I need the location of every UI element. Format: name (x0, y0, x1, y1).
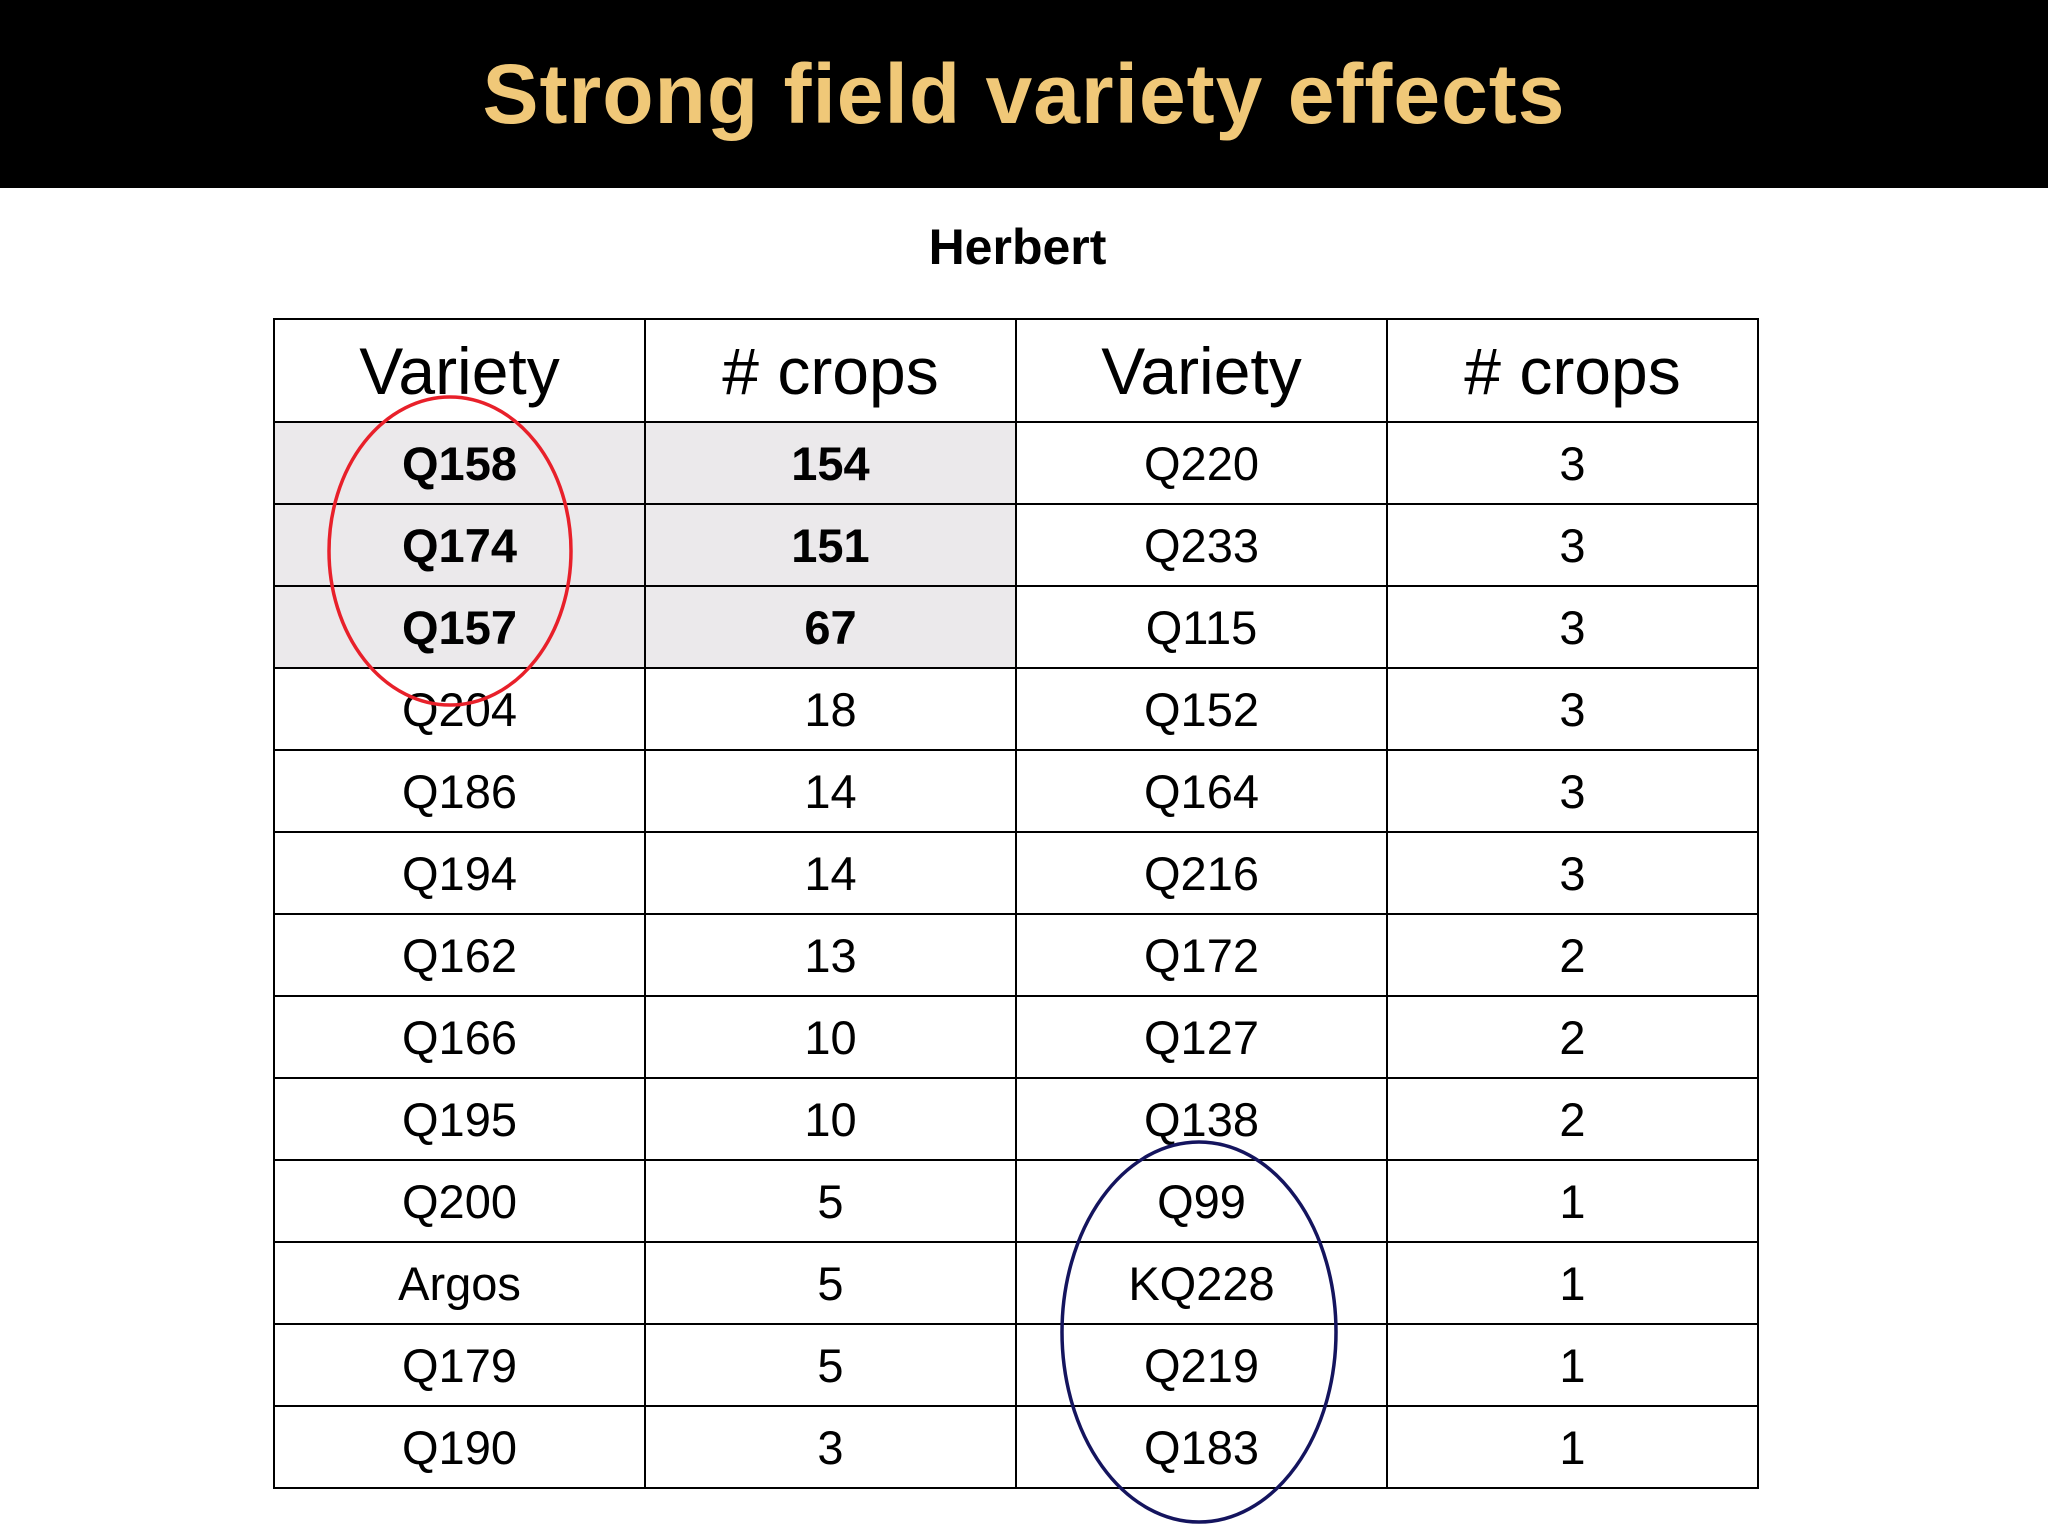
header-crops-2: # crops (1386, 318, 1759, 423)
variety-cell: KQ228 (1015, 1241, 1388, 1325)
crops-cell: 2 (1386, 913, 1759, 997)
variety-cell: Q115 (1015, 585, 1388, 669)
title-bar: Strong field variety effects (0, 0, 2048, 188)
variety-cell: Q186 (273, 749, 646, 833)
crops-cell: 151 (644, 503, 1017, 587)
variety-cell: Q164 (1015, 749, 1388, 833)
crops-cell: 1 (1386, 1405, 1759, 1489)
variety-cell: Q219 (1015, 1323, 1388, 1407)
table-row: Argos 5 KQ228 1 (273, 1241, 1759, 1325)
table-row: Q194 14 Q216 3 (273, 831, 1759, 915)
variety-cell: Q166 (273, 995, 646, 1079)
header-row: Variety # crops Variety # crops (273, 318, 1759, 423)
crops-cell: 2 (1386, 1077, 1759, 1161)
table-row: Q174 151 Q233 3 (273, 503, 1759, 587)
crops-cell: 67 (644, 585, 1017, 669)
variety-cell: Q158 (273, 421, 646, 505)
table-row: Q179 5 Q219 1 (273, 1323, 1759, 1407)
variety-cell: Q152 (1015, 667, 1388, 751)
variety-cell: Q233 (1015, 503, 1388, 587)
variety-cell: Q138 (1015, 1077, 1388, 1161)
crops-cell: 1 (1386, 1323, 1759, 1407)
table-subtitle: Herbert (928, 219, 1107, 275)
variety-cell: Q157 (273, 585, 646, 669)
crops-cell: 10 (644, 995, 1017, 1079)
variety-cell: Q195 (273, 1077, 646, 1161)
variety-cell: Q174 (273, 503, 646, 587)
crops-cell: 3 (1386, 667, 1759, 751)
slide-title: Strong field variety effects (482, 46, 1566, 141)
table-row: Q195 10 Q138 2 (273, 1077, 1759, 1161)
table-row: Q158 154 Q220 3 (273, 421, 1759, 505)
variety-cell: Q194 (273, 831, 646, 915)
table-row: Q157 67 Q115 3 (273, 585, 1759, 669)
variety-cell: Q179 (273, 1323, 646, 1407)
variety-cell: Q216 (1015, 831, 1388, 915)
crops-cell: 2 (1386, 995, 1759, 1079)
header-crops-1: # crops (644, 318, 1017, 423)
variety-cell: Q172 (1015, 913, 1388, 997)
header-variety-2: Variety (1015, 318, 1388, 423)
crops-cell: 5 (644, 1323, 1017, 1407)
crops-cell: 154 (644, 421, 1017, 505)
crops-cell: 1 (1386, 1241, 1759, 1325)
variety-crops-table: Variety # crops Variety # crops Q158 154… (273, 318, 1759, 1489)
crops-cell: 14 (644, 831, 1017, 915)
table-row: Q162 13 Q172 2 (273, 913, 1759, 997)
variety-cell: Q99 (1015, 1159, 1388, 1243)
table-row: Q200 5 Q99 1 (273, 1159, 1759, 1243)
crops-cell: 3 (1386, 749, 1759, 833)
header-variety-1: Variety (273, 318, 646, 423)
crops-cell: 5 (644, 1159, 1017, 1243)
variety-cell: Argos (273, 1241, 646, 1325)
table-row: Q204 18 Q152 3 (273, 667, 1759, 751)
variety-cell: Q127 (1015, 995, 1388, 1079)
variety-cell: Q220 (1015, 421, 1388, 505)
crops-cell: 1 (1386, 1159, 1759, 1243)
crops-cell: 5 (644, 1241, 1017, 1325)
crops-cell: 18 (644, 667, 1017, 751)
variety-cell: Q190 (273, 1405, 646, 1489)
crops-cell: 3 (1386, 421, 1759, 505)
variety-cell: Q183 (1015, 1405, 1388, 1489)
variety-cell: Q162 (273, 913, 646, 997)
variety-cell: Q204 (273, 667, 646, 751)
crops-cell: 3 (644, 1405, 1017, 1489)
crops-cell: 10 (644, 1077, 1017, 1161)
crops-cell: 3 (1386, 831, 1759, 915)
crops-cell: 14 (644, 749, 1017, 833)
crops-cell: 13 (644, 913, 1017, 997)
table-row: Q186 14 Q164 3 (273, 749, 1759, 833)
table-row: Q166 10 Q127 2 (273, 995, 1759, 1079)
crops-cell: 3 (1386, 503, 1759, 587)
table-row: Q190 3 Q183 1 (273, 1405, 1759, 1489)
crops-cell: 3 (1386, 585, 1759, 669)
variety-cell: Q200 (273, 1159, 646, 1243)
